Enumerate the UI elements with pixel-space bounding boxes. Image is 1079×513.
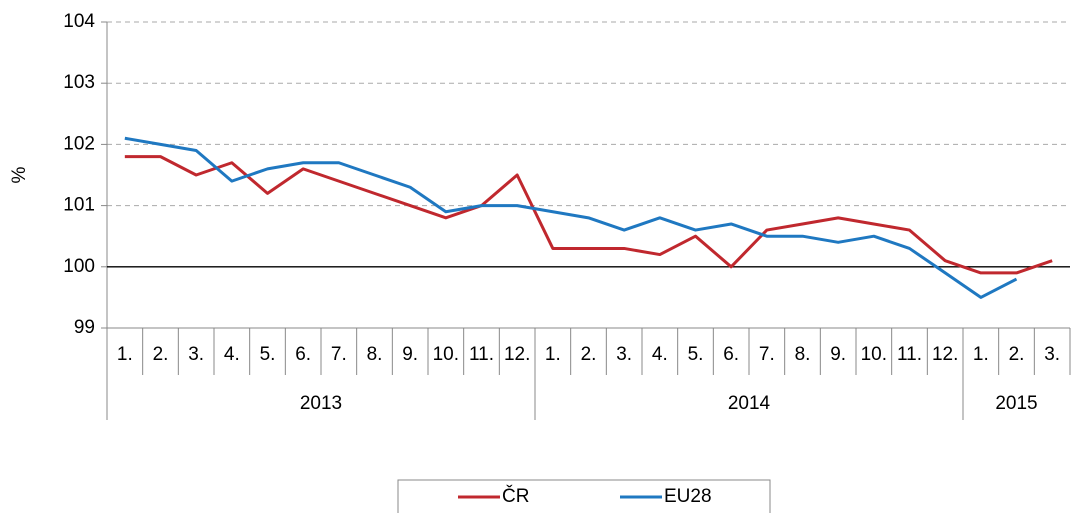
y-tick-label: 99: [74, 317, 95, 338]
y-tick-label: 100: [63, 256, 95, 277]
legend-label: ČR: [502, 485, 529, 507]
x-tick-label: 4.: [652, 344, 668, 365]
x-tick-label: 6.: [723, 344, 739, 365]
x-tick-label: 11.: [469, 344, 494, 365]
x-tick-label: 9.: [402, 344, 418, 365]
x-tick-label: 2.: [153, 344, 169, 365]
x-tick-label: 5.: [688, 344, 704, 365]
x-tick-label: 7.: [331, 344, 347, 365]
x-tick-label: 9.: [830, 344, 846, 365]
x-tick-label: 2.: [1009, 344, 1025, 365]
y-axis-label: %: [9, 166, 30, 183]
series-line: [124, 136, 1018, 299]
series-line: [124, 155, 1053, 275]
x-tick-label: 1.: [973, 344, 989, 365]
x-tick-label: 12.: [932, 344, 958, 365]
x-tick-label: 2.: [581, 344, 597, 365]
legend-label: EU28: [664, 486, 712, 507]
x-tick-label: 3.: [616, 344, 632, 365]
y-tick-label: 102: [63, 133, 95, 154]
x-tick-label: 8.: [367, 344, 383, 365]
x-tick-label: 4.: [224, 344, 240, 365]
x-tick-label: 10.: [861, 344, 887, 365]
y-tick-label: 104: [63, 11, 95, 32]
y-tick-label: 103: [63, 72, 95, 93]
x-tick-label: 11.: [897, 344, 922, 365]
x-tick-label: 8.: [795, 344, 811, 365]
x-tick-label: 7.: [759, 344, 775, 365]
x-tick-label: 10.: [433, 344, 459, 365]
x-tick-label: 1.: [117, 344, 133, 365]
x-tick-label: 12.: [504, 344, 530, 365]
x-tick-label: 6.: [295, 344, 311, 365]
x-group-label: 2015: [995, 393, 1037, 414]
x-tick-label: 3.: [188, 344, 204, 365]
x-tick-label: 5.: [260, 344, 276, 365]
x-group-label: 2014: [728, 393, 771, 414]
x-group-label: 2013: [300, 393, 342, 414]
x-tick-label: 1.: [545, 344, 561, 365]
x-tick-label: 3.: [1044, 344, 1060, 365]
y-tick-label: 101: [63, 195, 95, 216]
legend-box: [397, 479, 771, 513]
